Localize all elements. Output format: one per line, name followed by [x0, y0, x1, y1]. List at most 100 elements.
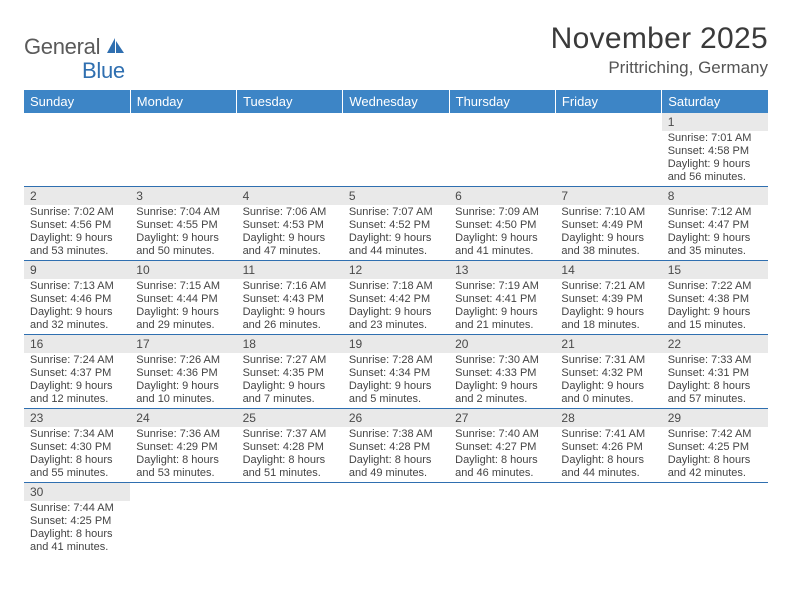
daylight-text: Daylight: 9 hours and 18 minutes.	[561, 306, 655, 332]
calendar-cell: 7Sunrise: 7:10 AMSunset: 4:49 PMDaylight…	[555, 187, 661, 261]
daylight-text: Daylight: 9 hours and 0 minutes.	[561, 380, 655, 406]
weekday-header: Sunday	[24, 90, 130, 113]
day-number: 16	[24, 335, 130, 353]
sunset-text: Sunset: 4:25 PM	[30, 515, 124, 528]
brand-name-part1: General	[24, 34, 100, 60]
sunrise-text: Sunrise: 7:07 AM	[349, 206, 443, 219]
day-details: Sunrise: 7:30 AMSunset: 4:33 PMDaylight:…	[449, 353, 555, 408]
sunset-text: Sunset: 4:33 PM	[455, 367, 549, 380]
calendar-cell: 2Sunrise: 7:02 AMSunset: 4:56 PMDaylight…	[24, 187, 130, 261]
daylight-text: Daylight: 9 hours and 47 minutes.	[243, 232, 337, 258]
sunset-text: Sunset: 4:52 PM	[349, 219, 443, 232]
sunrise-text: Sunrise: 7:36 AM	[136, 428, 230, 441]
sunset-text: Sunset: 4:50 PM	[455, 219, 549, 232]
day-details: Sunrise: 7:01 AMSunset: 4:58 PMDaylight:…	[662, 131, 768, 186]
title-block: November 2025 Prittriching, Germany	[551, 22, 768, 78]
sunset-text: Sunset: 4:28 PM	[349, 441, 443, 454]
sunset-text: Sunset: 4:46 PM	[30, 293, 124, 306]
sunrise-text: Sunrise: 7:19 AM	[455, 280, 549, 293]
sunset-text: Sunset: 4:56 PM	[30, 219, 124, 232]
sunset-text: Sunset: 4:49 PM	[561, 219, 655, 232]
sunset-text: Sunset: 4:39 PM	[561, 293, 655, 306]
day-details: Sunrise: 7:04 AMSunset: 4:55 PMDaylight:…	[130, 205, 236, 260]
sunset-text: Sunset: 4:38 PM	[668, 293, 762, 306]
day-details: Sunrise: 7:27 AMSunset: 4:35 PMDaylight:…	[237, 353, 343, 408]
day-number: 26	[343, 409, 449, 427]
sunrise-text: Sunrise: 7:31 AM	[561, 354, 655, 367]
daylight-text: Daylight: 8 hours and 44 minutes.	[561, 454, 655, 480]
sunrise-text: Sunrise: 7:27 AM	[243, 354, 337, 367]
daylight-text: Daylight: 8 hours and 57 minutes.	[668, 380, 762, 406]
calendar-cell: 23Sunrise: 7:34 AMSunset: 4:30 PMDayligh…	[24, 409, 130, 483]
sunset-text: Sunset: 4:44 PM	[136, 293, 230, 306]
day-details: Sunrise: 7:22 AMSunset: 4:38 PMDaylight:…	[662, 279, 768, 334]
calendar-cell: 28Sunrise: 7:41 AMSunset: 4:26 PMDayligh…	[555, 409, 661, 483]
day-number: 12	[343, 261, 449, 279]
day-details: Sunrise: 7:37 AMSunset: 4:28 PMDaylight:…	[237, 427, 343, 482]
sunrise-text: Sunrise: 7:18 AM	[349, 280, 443, 293]
sunrise-text: Sunrise: 7:21 AM	[561, 280, 655, 293]
sunrise-text: Sunrise: 7:10 AM	[561, 206, 655, 219]
sunrise-text: Sunrise: 7:26 AM	[136, 354, 230, 367]
sunset-text: Sunset: 4:27 PM	[455, 441, 549, 454]
sunrise-text: Sunrise: 7:44 AM	[30, 502, 124, 515]
day-number: 27	[449, 409, 555, 427]
day-number: 28	[555, 409, 661, 427]
day-details: Sunrise: 7:16 AMSunset: 4:43 PMDaylight:…	[237, 279, 343, 334]
calendar-cell: 11Sunrise: 7:16 AMSunset: 4:43 PMDayligh…	[237, 261, 343, 335]
daylight-text: Daylight: 9 hours and 38 minutes.	[561, 232, 655, 258]
day-number: 13	[449, 261, 555, 279]
calendar-cell: 17Sunrise: 7:26 AMSunset: 4:36 PMDayligh…	[130, 335, 236, 409]
weekday-header: Thursday	[449, 90, 555, 113]
day-details: Sunrise: 7:21 AMSunset: 4:39 PMDaylight:…	[555, 279, 661, 334]
brand-logo: General	[24, 22, 128, 60]
calendar-cell: 29Sunrise: 7:42 AMSunset: 4:25 PMDayligh…	[662, 409, 768, 483]
day-details: Sunrise: 7:24 AMSunset: 4:37 PMDaylight:…	[24, 353, 130, 408]
daylight-text: Daylight: 9 hours and 35 minutes.	[668, 232, 762, 258]
daylight-text: Daylight: 8 hours and 49 minutes.	[349, 454, 443, 480]
day-details: Sunrise: 7:44 AMSunset: 4:25 PMDaylight:…	[24, 501, 130, 556]
sunrise-text: Sunrise: 7:02 AM	[30, 206, 124, 219]
daylight-text: Daylight: 9 hours and 5 minutes.	[349, 380, 443, 406]
weekday-header: Tuesday	[237, 90, 343, 113]
sunrise-text: Sunrise: 7:40 AM	[455, 428, 549, 441]
daylight-text: Daylight: 9 hours and 50 minutes.	[136, 232, 230, 258]
sunset-text: Sunset: 4:34 PM	[349, 367, 443, 380]
day-number: 1	[662, 113, 768, 131]
calendar-week-row: 9Sunrise: 7:13 AMSunset: 4:46 PMDaylight…	[24, 261, 768, 335]
day-number: 5	[343, 187, 449, 205]
day-details: Sunrise: 7:18 AMSunset: 4:42 PMDaylight:…	[343, 279, 449, 334]
daylight-text: Daylight: 9 hours and 10 minutes.	[136, 380, 230, 406]
day-number: 3	[130, 187, 236, 205]
sunrise-text: Sunrise: 7:13 AM	[30, 280, 124, 293]
sunset-text: Sunset: 4:28 PM	[243, 441, 337, 454]
sunrise-text: Sunrise: 7:22 AM	[668, 280, 762, 293]
location: Prittriching, Germany	[551, 58, 768, 78]
day-number: 22	[662, 335, 768, 353]
day-details: Sunrise: 7:33 AMSunset: 4:31 PMDaylight:…	[662, 353, 768, 408]
sunset-text: Sunset: 4:32 PM	[561, 367, 655, 380]
day-number: 17	[130, 335, 236, 353]
calendar-week-row: 16Sunrise: 7:24 AMSunset: 4:37 PMDayligh…	[24, 335, 768, 409]
calendar-cell: 25Sunrise: 7:37 AMSunset: 4:28 PMDayligh…	[237, 409, 343, 483]
day-details: Sunrise: 7:02 AMSunset: 4:56 PMDaylight:…	[24, 205, 130, 260]
sunset-text: Sunset: 4:36 PM	[136, 367, 230, 380]
sunset-text: Sunset: 4:58 PM	[668, 145, 762, 158]
sunset-text: Sunset: 4:25 PM	[668, 441, 762, 454]
calendar-cell: 3Sunrise: 7:04 AMSunset: 4:55 PMDaylight…	[130, 187, 236, 261]
day-number: 4	[237, 187, 343, 205]
calendar-week-row: 1Sunrise: 7:01 AMSunset: 4:58 PMDaylight…	[24, 113, 768, 187]
daylight-text: Daylight: 8 hours and 42 minutes.	[668, 454, 762, 480]
sunrise-text: Sunrise: 7:41 AM	[561, 428, 655, 441]
day-details: Sunrise: 7:34 AMSunset: 4:30 PMDaylight:…	[24, 427, 130, 482]
calendar-cell: 22Sunrise: 7:33 AMSunset: 4:31 PMDayligh…	[662, 335, 768, 409]
month-title: November 2025	[551, 22, 768, 56]
sunrise-text: Sunrise: 7:33 AM	[668, 354, 762, 367]
sunrise-text: Sunrise: 7:15 AM	[136, 280, 230, 293]
day-number: 24	[130, 409, 236, 427]
day-number: 14	[555, 261, 661, 279]
sunset-text: Sunset: 4:26 PM	[561, 441, 655, 454]
calendar-cell	[343, 113, 449, 187]
sunset-text: Sunset: 4:35 PM	[243, 367, 337, 380]
sunset-text: Sunset: 4:37 PM	[30, 367, 124, 380]
